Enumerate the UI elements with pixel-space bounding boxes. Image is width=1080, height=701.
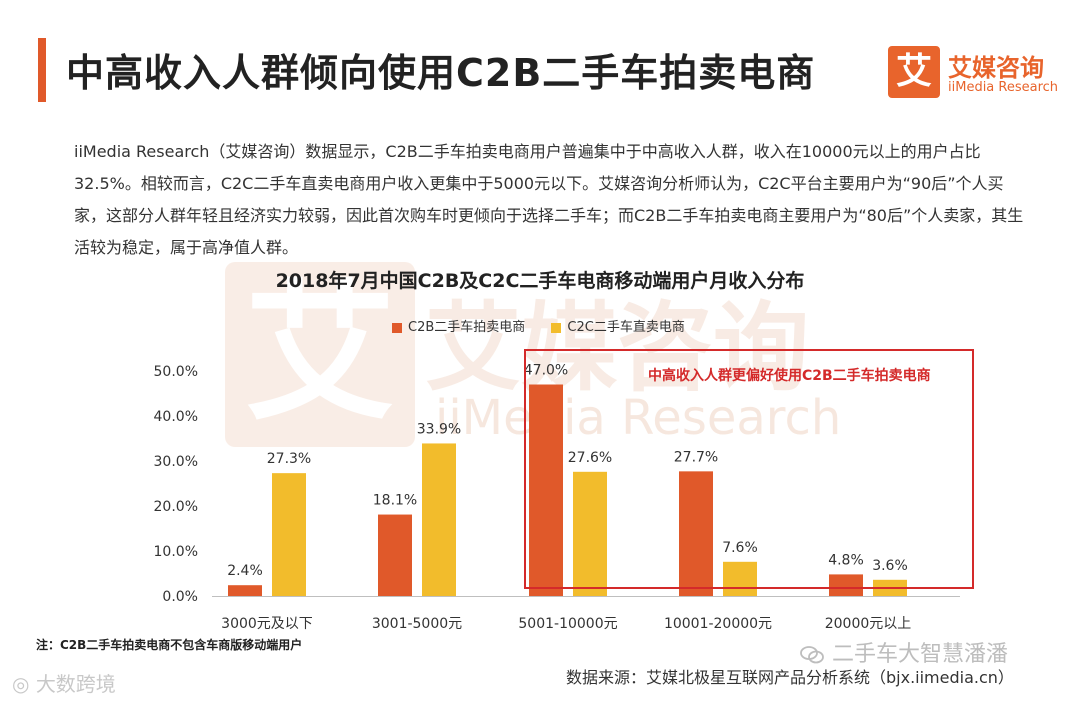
data-label: 27.6% xyxy=(568,450,612,466)
chart-legend: C2B二手车拍卖电商 C2C二手车直卖电商 xyxy=(392,316,707,335)
title-accent-bar xyxy=(38,38,46,102)
bar-c2b xyxy=(829,574,863,596)
x-tick-label: 10001-20000元 xyxy=(664,616,772,632)
bar-c2b xyxy=(228,585,262,596)
y-tick-label: 40.0% xyxy=(154,409,198,425)
x-tick-label: 20000元以上 xyxy=(825,616,912,632)
bottom-left-brand: ◎ 大数跨境 xyxy=(12,668,116,697)
bar-c2c xyxy=(723,561,757,596)
chart-title: 2018年7月中国C2B及C2C二手车电商移动端用户月收入分布 xyxy=(275,270,805,292)
data-label: 3.6% xyxy=(872,558,908,574)
brand-logo-icon: 艾 xyxy=(888,46,940,98)
bar-c2b xyxy=(378,514,412,596)
x-tick-label: 3000元及以下 xyxy=(221,616,313,632)
legend-swatch-c2b xyxy=(392,322,402,333)
y-tick-label: 20.0% xyxy=(154,499,198,515)
wechat-icon xyxy=(800,646,824,664)
legend-swatch-c2c xyxy=(551,322,562,333)
bar-c2b xyxy=(679,471,713,596)
brand-logo: 艾 艾媒咨询 iiMedia Research xyxy=(888,46,1063,102)
page-title: 中高收入人群倾向使用C2B二手车拍卖电商 xyxy=(66,51,816,95)
legend-item-c2b: C2B二手车拍卖电商 xyxy=(392,316,525,335)
highlight-box xyxy=(524,349,974,589)
wechat-account-name: 二手车大智慧潘潘 xyxy=(832,642,1009,667)
data-source: 数据来源：艾媒北极星互联网产品分析系统（bjx.iimedia.cn） xyxy=(566,668,1014,687)
y-tick-label: 10.0% xyxy=(154,544,198,560)
bar-c2c xyxy=(422,443,456,596)
bar-c2c xyxy=(272,473,306,596)
bar-c2c xyxy=(573,471,607,596)
y-tick-label: 0.0% xyxy=(162,589,198,605)
legend-item-c2c: C2C二手车直卖电商 xyxy=(551,316,685,335)
x-tick-label: 5001-10000元 xyxy=(518,616,617,632)
data-label: 18.1% xyxy=(373,493,417,509)
data-label: 7.6% xyxy=(722,540,758,556)
y-tick-label: 50.0% xyxy=(154,364,198,380)
bar-c2b xyxy=(529,384,563,596)
highlight-annotation: 中高收入人群更偏好使用C2B二手车拍卖电商 xyxy=(648,368,931,384)
data-label: 4.8% xyxy=(828,552,864,568)
data-label: 27.3% xyxy=(267,451,311,467)
wechat-account: 二手车大智慧潘潘 xyxy=(800,636,1008,668)
data-label: 27.7% xyxy=(674,449,718,465)
x-tick-label: 3001-5000元 xyxy=(372,616,462,632)
y-tick-label: 30.0% xyxy=(154,454,198,470)
bottom-left-brand-name: 大数跨境 xyxy=(35,672,116,696)
legend-label-c2c: C2C二手车直卖电商 xyxy=(567,320,685,335)
legend-label-c2b: C2B二手车拍卖电商 xyxy=(408,320,526,335)
bottom-left-brand-icon: ◎ xyxy=(12,672,36,696)
data-label: 33.9% xyxy=(417,421,461,437)
intro-paragraph: iiMedia Research（艾媒咨询）数据显示，C2B二手车拍卖电商用户普… xyxy=(74,142,1024,257)
data-label: 47.0% xyxy=(524,363,568,379)
footnote: 注：C2B二手车拍卖电商不包含车商版移动端用户 xyxy=(36,638,303,652)
data-label: 2.4% xyxy=(227,563,263,579)
brand-name-cn: 艾媒咨询 xyxy=(948,54,1044,82)
brand-name-en: iiMedia Research xyxy=(948,80,1059,95)
